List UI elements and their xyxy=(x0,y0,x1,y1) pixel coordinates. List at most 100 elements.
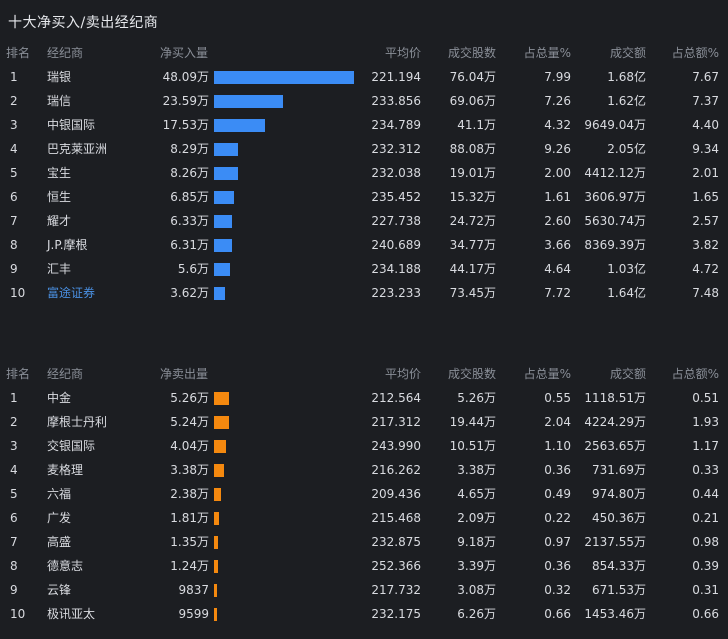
rank-cell: 7 xyxy=(10,535,18,549)
volume-bar xyxy=(214,167,238,180)
net-volume: 1.24万 xyxy=(170,559,209,573)
shares-traded: 3.39万 xyxy=(457,559,496,573)
header-avg-price[interactable]: 平均价 xyxy=(384,46,421,60)
pct-amount: 9.34 xyxy=(692,142,719,156)
pct-amount: 1.17 xyxy=(692,439,719,453)
avg-price: 232.175 xyxy=(371,607,421,621)
net-volume: 1.35万 xyxy=(170,535,209,549)
trade-amount: 2137.55万 xyxy=(584,535,646,549)
volume-bar xyxy=(214,95,283,108)
pct-amount: 3.82 xyxy=(692,238,719,252)
header-rank[interactable]: 排名 xyxy=(6,46,31,60)
table-row[interactable]: 3 中银国际 17.53万 234.789 41.1万 4.32 9649.04万 4.40 xyxy=(0,113,728,137)
table-row[interactable]: 2 瑞信 23.59万 233.856 69.06万 7.26 1.62亿 7.37 xyxy=(0,89,728,113)
table-row[interactable]: 8 德意志 1.24万 252.366 3.39万 0.36 854.33万 0.39 xyxy=(0,554,728,578)
header-amount[interactable]: 成交额 xyxy=(609,46,646,60)
table-row[interactable]: 9 云锋 9837 217.732 3.08万 0.32 671.53万 0.31 xyxy=(0,578,728,602)
rank-cell: 10 xyxy=(10,607,26,621)
header-net-sell[interactable]: 净卖出量 xyxy=(160,367,209,381)
header-broker[interactable]: 经纪商 xyxy=(47,46,84,60)
table-row[interactable]: 9 汇丰 5.6万 234.188 44.17万 4.64 1.03亿 4.72 xyxy=(0,257,728,281)
pct-amount: 2.57 xyxy=(692,214,719,228)
header-rank[interactable]: 排名 xyxy=(6,367,31,381)
rank-cell: 8 xyxy=(10,559,18,573)
table-row[interactable]: 6 广发 1.81万 215.468 2.09万 0.22 450.36万 0.21 xyxy=(0,506,728,530)
pct-amount: 7.37 xyxy=(692,94,719,108)
pct-amount: 0.31 xyxy=(692,583,719,597)
header-pct-amount[interactable]: 占总额% xyxy=(671,367,719,381)
pct-volume: 0.66 xyxy=(544,607,571,621)
header-amount[interactable]: 成交额 xyxy=(609,367,646,381)
broker-name: 中金 xyxy=(47,391,72,405)
rank-cell: 6 xyxy=(10,511,18,525)
broker-name: 交银国际 xyxy=(47,439,96,453)
shares-traded: 24.72万 xyxy=(449,214,496,228)
table-row[interactable]: 10 富途证券 3.62万 223.233 73.45万 7.72 1.64亿 7.48 xyxy=(0,281,728,305)
rank-cell: 1 xyxy=(10,70,18,84)
pct-volume: 1.10 xyxy=(544,439,571,453)
avg-price: 232.038 xyxy=(371,166,421,180)
pct-volume: 7.99 xyxy=(544,70,571,84)
shares-traded: 44.17万 xyxy=(449,262,496,276)
table-row[interactable]: 3 交银国际 4.04万 243.990 10.51万 1.10 2563.65万 1.17 xyxy=(0,434,728,458)
pct-volume: 0.22 xyxy=(544,511,571,525)
table-row[interactable]: 5 宝生 8.26万 232.038 19.01万 2.00 4412.12万 2.01 xyxy=(0,161,728,185)
volume-bar xyxy=(214,119,265,132)
table-header: 排名 经纪商 净卖出量 平均价 成交股数 占总量% 成交额 占总额% xyxy=(0,362,728,386)
shares-traded: 15.32万 xyxy=(449,190,496,204)
avg-price: 217.732 xyxy=(371,583,421,597)
header-shares[interactable]: 成交股数 xyxy=(447,46,496,60)
trade-amount: 1.62亿 xyxy=(607,94,646,108)
table-row[interactable]: 10 极讯亚太 9599 232.175 6.26万 0.66 1453.46万 0.66 xyxy=(0,602,728,626)
table-row[interactable]: 2 摩根士丹利 5.24万 217.312 19.44万 2.04 4224.29万 1.93 xyxy=(0,410,728,434)
broker-name: 汇丰 xyxy=(47,262,72,276)
rank-cell: 2 xyxy=(10,415,18,429)
table-row[interactable]: 7 高盛 1.35万 232.875 9.18万 0.97 2137.55万 0.98 xyxy=(0,530,728,554)
avg-price: 209.436 xyxy=(371,487,421,501)
volume-bar xyxy=(214,263,230,276)
header-pct-volume[interactable]: 占总量% xyxy=(523,46,571,60)
shares-traded: 19.44万 xyxy=(449,415,496,429)
table-row[interactable]: 4 麦格理 3.38万 216.262 3.38万 0.36 731.69万 0.33 xyxy=(0,458,728,482)
header-broker[interactable]: 经纪商 xyxy=(47,367,84,381)
pct-amount: 1.65 xyxy=(692,190,719,204)
net-volume: 6.85万 xyxy=(170,190,209,204)
pct-volume: 2.60 xyxy=(544,214,571,228)
pct-amount: 0.44 xyxy=(692,487,719,501)
pct-volume: 0.36 xyxy=(544,463,571,477)
pct-volume: 1.61 xyxy=(544,190,571,204)
rank-cell: 3 xyxy=(10,118,18,132)
net-volume: 6.33万 xyxy=(170,214,209,228)
volume-bar xyxy=(214,287,225,300)
table-row[interactable]: 4 巴克莱亚洲 8.29万 232.312 88.08万 9.26 2.05亿 9.34 xyxy=(0,137,728,161)
table-row[interactable]: 1 中金 5.26万 212.564 5.26万 0.55 1118.51万 0.51 xyxy=(0,386,728,410)
pct-volume: 0.97 xyxy=(544,535,571,549)
rank-cell: 4 xyxy=(10,463,18,477)
net-volume: 6.31万 xyxy=(170,238,209,252)
table-row[interactable]: 7 耀才 6.33万 227.738 24.72万 2.60 5630.74万 2.57 xyxy=(0,209,728,233)
shares-traded: 6.26万 xyxy=(457,607,496,621)
header-pct-amount[interactable]: 占总额% xyxy=(671,46,719,60)
header-net-buy[interactable]: 净买入量 xyxy=(160,46,209,60)
trade-amount: 1.64亿 xyxy=(607,286,646,300)
header-avg-price[interactable]: 平均价 xyxy=(384,367,421,381)
volume-bar xyxy=(214,191,234,204)
table-row[interactable]: 6 恒生 6.85万 235.452 15.32万 1.61 3606.97万 1.65 xyxy=(0,185,728,209)
volume-bar xyxy=(214,608,217,621)
broker-name: 瑞信 xyxy=(47,94,72,108)
table-row[interactable]: 1 瑞银 48.09万 221.194 76.04万 7.99 1.68亿 7.67 xyxy=(0,65,728,89)
broker-name: 德意志 xyxy=(47,559,84,573)
header-shares[interactable]: 成交股数 xyxy=(447,367,496,381)
shares-traded: 10.51万 xyxy=(449,439,496,453)
table-header: 排名 经纪商 净买入量 平均价 成交股数 占总量% 成交额 占总额% xyxy=(0,41,728,65)
broker-name[interactable]: 富途证券 xyxy=(47,286,96,300)
table-row[interactable]: 5 六福 2.38万 209.436 4.65万 0.49 974.80万 0.44 xyxy=(0,482,728,506)
net-volume: 2.38万 xyxy=(170,487,209,501)
shares-traded: 3.08万 xyxy=(457,583,496,597)
header-pct-volume[interactable]: 占总量% xyxy=(523,367,571,381)
trade-amount: 671.53万 xyxy=(592,583,646,597)
avg-price: 215.468 xyxy=(371,511,421,525)
page-title: 十大净买入/卖出经纪商 xyxy=(8,15,159,31)
table-row[interactable]: 8 J.P.摩根 6.31万 240.689 34.77万 3.66 8369.39万 3.8… xyxy=(0,233,728,257)
pct-amount: 7.67 xyxy=(692,70,719,84)
